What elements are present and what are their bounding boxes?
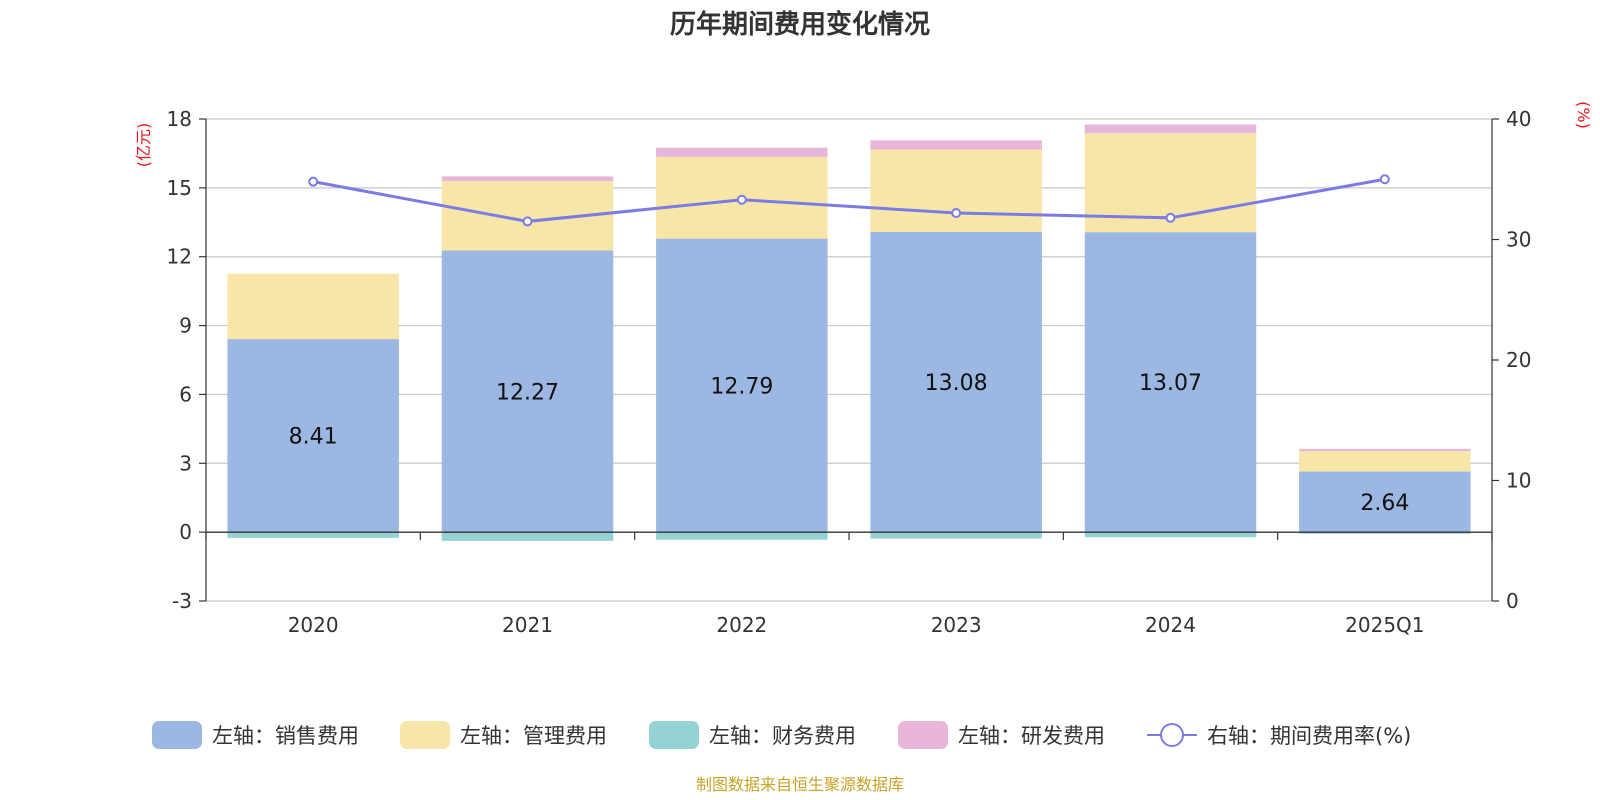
rate-line <box>312 177 1386 223</box>
legend: 左轴：销售费用 左轴：管理费用 左轴：财务费用 左轴：研发费用 右轴：期间费用率(%) <box>152 721 1411 749</box>
rate-point <box>736 194 747 205</box>
category-label: 2020 <box>288 613 339 637</box>
right-tick-label: 30 <box>1506 228 1531 252</box>
legend-swatch <box>898 721 948 749</box>
bar-segment <box>870 149 1042 232</box>
left-tick-label: 12 <box>167 245 192 269</box>
bar-value-label: 13.07 <box>1139 371 1202 396</box>
bar-segment <box>1299 471 1471 533</box>
bar-segment <box>441 176 614 181</box>
right-tick-label: 0 <box>1506 589 1519 613</box>
bar-segment <box>1084 532 1257 538</box>
bar-value-label: 8.41 <box>289 425 338 450</box>
legend-label: 左轴：研发费用 <box>958 724 1105 748</box>
left-tick-label: -3 <box>172 589 192 613</box>
grid-lines <box>206 118 1492 602</box>
bar-segment <box>1299 451 1471 472</box>
bar-value-label: 12.27 <box>496 380 559 405</box>
bar-segment <box>227 273 399 340</box>
bar-segment <box>1299 532 1471 534</box>
legend-label: 左轴：管理费用 <box>460 724 607 748</box>
rate-point <box>951 207 962 218</box>
left-tick-label: 9 <box>179 314 192 338</box>
bar-value-label: 2.64 <box>1360 491 1409 516</box>
bar-segment <box>870 231 1042 533</box>
legend-label: 左轴：财务费用 <box>709 724 856 748</box>
left-tick-label: 6 <box>179 382 192 406</box>
left-tick-label: 3 <box>179 451 192 475</box>
category-label: 2024 <box>1145 613 1196 637</box>
rate-point <box>308 176 319 187</box>
category-label: 2025Q1 <box>1345 613 1424 637</box>
bar-segment <box>227 339 399 533</box>
bar-segment <box>441 532 614 541</box>
category-label: 2022 <box>716 613 767 637</box>
legend-label: 右轴：期间费用率(%) <box>1207 724 1411 748</box>
right-tick-label: 10 <box>1506 469 1531 493</box>
bar-segment <box>227 532 399 538</box>
axes-layer: -3 0 3 6 9 12 15 18 0 10 20 30 40 2020 2021 2022 2023 202… <box>167 107 1532 637</box>
bar-segment <box>870 532 1042 539</box>
bar-segment <box>1299 448 1471 452</box>
right-axis-unit: (%) <box>1574 101 1593 129</box>
left-tick-label: 0 <box>179 520 192 544</box>
bar-segment <box>656 238 828 533</box>
legend-swatch <box>649 721 699 749</box>
chart-title: 历年期间费用变化情况 <box>670 9 930 40</box>
rate-line-layer <box>308 174 1390 227</box>
rate-point <box>1379 174 1390 185</box>
bar-segment <box>1084 124 1257 134</box>
bar-segment <box>1084 232 1257 533</box>
bar-value-label: 12.79 <box>710 374 773 399</box>
category-label: 2021 <box>502 613 553 637</box>
bar-segment <box>656 532 828 540</box>
legend-marker <box>1160 723 1184 747</box>
bar-segment <box>870 140 1042 150</box>
source-note: 制图数据来自恒生聚源数据库 <box>696 775 904 794</box>
legend-swatch <box>400 721 450 749</box>
bar-segment <box>441 250 614 533</box>
rate-point <box>522 216 533 227</box>
legend-swatch <box>152 721 202 749</box>
category-label: 2023 <box>931 613 982 637</box>
right-tick-label: 20 <box>1506 348 1531 372</box>
legend-label: 左轴：销售费用 <box>212 724 359 748</box>
left-tick-label: 18 <box>167 107 192 131</box>
rate-point <box>1165 212 1176 223</box>
bar-value-label: 13.08 <box>925 371 988 396</box>
bar-labels-layer: 8.41 12.27 12.79 13.08 13.07 2.64 <box>289 371 1410 516</box>
bars-layer <box>227 124 1471 541</box>
bar-segment <box>656 147 828 157</box>
left-tick-label: 15 <box>167 176 192 200</box>
right-tick-label: 40 <box>1506 107 1531 131</box>
left-axis-unit: (亿元) <box>134 123 153 168</box>
